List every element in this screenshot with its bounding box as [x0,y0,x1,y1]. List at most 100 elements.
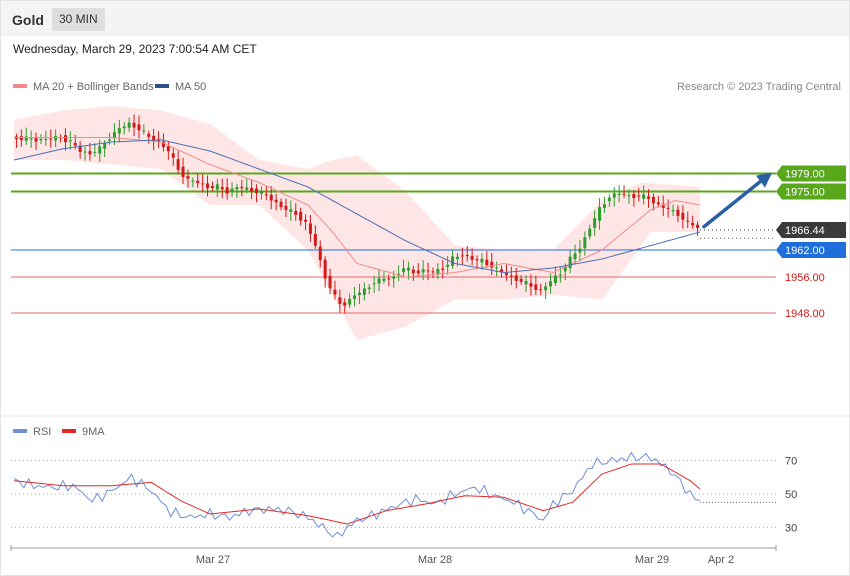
legend-label-ma20: MA 20 + Bollinger Bands [33,81,154,93]
candle-body [514,275,518,281]
ma50-line [13,139,701,274]
level-label-1956.00: 1956.00 [785,272,825,284]
x-tick-label-apr-2: Apr 2 [708,554,734,566]
candle-body [451,256,455,267]
candle-body [696,224,700,228]
candle-body [529,283,533,287]
legend-swatch-ma50 [155,84,169,88]
x-tick-label-mar-29: Mar 29 [635,554,669,566]
candle-body [206,183,210,189]
forecast-arrow-shaft [702,176,766,229]
candle-body [524,281,528,285]
candle-body [323,259,327,279]
candle-body [485,259,489,266]
legend-swatch-9ma [62,429,76,433]
candle-body [637,195,641,197]
rsi-ma-line [13,463,701,525]
candle-body [112,132,116,139]
candle-body [225,187,229,194]
candle-body [490,261,494,268]
candle-body [318,246,322,261]
candle-body [264,194,268,196]
candle-body [78,145,82,152]
candle-body [147,133,151,137]
candle-body [598,207,602,221]
candle-body [612,193,616,198]
timeframe-button[interactable]: 30 MIN [52,8,105,31]
candle-body [54,135,58,141]
candle-body [666,207,670,209]
candle-body [181,166,185,177]
candle-body [402,268,406,273]
candle-body [465,255,469,257]
candle-body [495,267,499,269]
candle-body [142,130,146,132]
candle-body [544,286,548,291]
candle-body [338,297,342,304]
candle-body [686,220,690,222]
candle-body [333,289,337,295]
candle-body [362,288,366,295]
candle-body [372,283,376,285]
candle-body [627,195,631,197]
legend-swatch-rsi [13,429,27,433]
candle-body [68,140,72,142]
candle-body [108,139,112,141]
candle-body [406,267,410,271]
candle-body [284,205,288,210]
legend-swatch-ma20 [13,84,27,88]
candle-body [29,138,33,140]
candle-body [122,126,126,129]
candle-body [245,187,249,190]
candle-body [235,187,239,190]
header-bar: Gold 30 MIN [1,1,849,36]
candle-body [563,266,567,272]
candle-body [392,276,396,279]
candle-body [539,289,543,291]
candle-body [593,218,597,228]
candle-body [157,140,161,142]
forecast-arrow-head [756,172,772,188]
candle-body [504,272,508,276]
candle-body [269,194,273,201]
candle-body [558,274,562,276]
candle-body [299,211,303,221]
candle-body [39,138,43,141]
candle-body [201,183,205,185]
candle-body [676,209,680,217]
candle-body [196,180,200,184]
candle-body [426,270,430,272]
candle-body [255,188,259,194]
timestamp: Wednesday, March 29, 2023 7:00:54 AM CET [13,42,257,56]
candle-body [279,201,283,208]
candle-body [259,191,263,194]
candle-body [460,255,464,257]
candle-body [220,187,224,190]
candle-body [166,146,170,152]
candle-body [573,253,577,259]
candle-body [553,275,557,284]
symbol-title: Gold [12,12,44,28]
candle-body [250,187,254,192]
candle-body [313,233,317,246]
candle-body [617,193,621,195]
candle-body [83,151,87,153]
candle-body [387,278,391,280]
candle-body [421,269,425,273]
candle-body [210,185,214,189]
level-label-1948.00: 1948.00 [785,308,825,320]
candle-body [671,210,675,212]
candle-body [549,281,553,287]
candle-body [681,212,685,220]
candle-body [642,194,646,199]
candle-body [411,269,415,274]
candle-body [578,248,582,253]
candle-body [328,275,332,289]
candle-body [44,138,48,140]
candle-body [73,142,77,146]
candle-body [661,204,665,208]
candle-body [127,122,131,128]
candle-body [186,176,190,179]
rsi-line [13,451,701,538]
candle-body [583,237,587,249]
